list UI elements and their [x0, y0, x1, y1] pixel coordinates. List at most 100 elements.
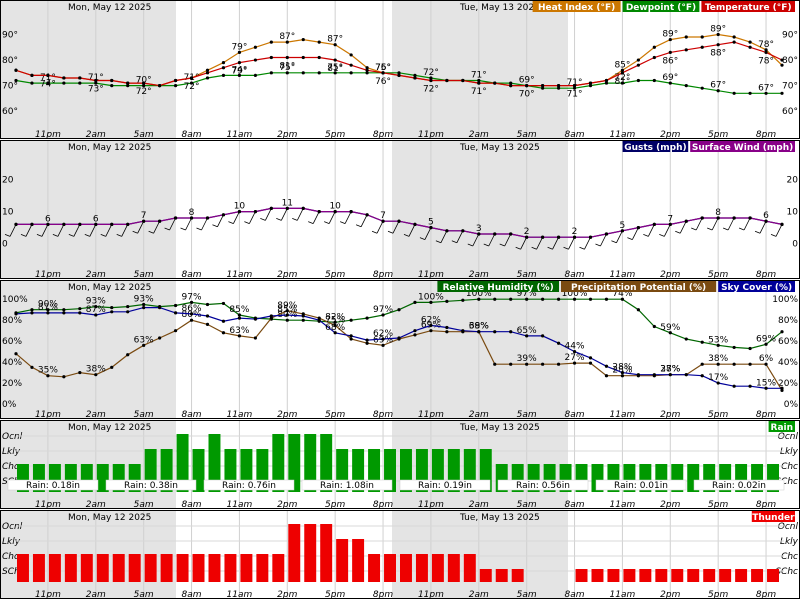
legend-swatch: [701, 1, 795, 12]
wind-barb-flag: [355, 224, 362, 228]
data-point: [477, 78, 481, 83]
legend-label: Surface Wind (mph): [692, 143, 793, 153]
data-point: [46, 73, 50, 77]
data-point: [732, 384, 736, 388]
time-tick-label: 2am: [86, 500, 106, 510]
data-label: 69°: [519, 76, 535, 86]
data-label: 71°: [567, 78, 583, 88]
data-point: [604, 297, 609, 301]
data-label: 70°: [519, 90, 535, 100]
data-point: [572, 361, 577, 365]
data-point: [142, 84, 146, 88]
data-point: [349, 334, 353, 338]
wind-barb: [520, 237, 528, 250]
wind-barb-flag: [36, 234, 43, 237]
time-tick-label: 11pm: [35, 270, 61, 280]
data-point: [285, 55, 289, 60]
bar: [96, 554, 109, 582]
data-label: 85%: [229, 305, 249, 315]
time-tick-label: 8am: [565, 500, 585, 510]
wind-barb: [280, 208, 288, 221]
y-tick-label: 0: [792, 240, 798, 250]
bar: [160, 449, 173, 492]
data-label: 75°: [375, 63, 391, 73]
data-label: 28%: [612, 363, 632, 373]
data-label: 79°: [231, 42, 247, 52]
data-point: [110, 310, 114, 314]
data-point: [142, 302, 146, 307]
data-point: [14, 352, 18, 356]
data-point: [333, 71, 337, 75]
data-point: [285, 309, 289, 313]
bar: [128, 554, 141, 582]
data-point: [237, 50, 242, 54]
data-point: [748, 40, 752, 44]
bar: [575, 464, 588, 492]
data-point: [525, 362, 529, 366]
wind-barb-flag: [292, 218, 298, 221]
bar: [320, 524, 333, 582]
data-point: [604, 81, 609, 85]
date-label: Mon, May 12 2025: [68, 283, 151, 293]
wind-barb: [360, 214, 368, 227]
time-tick-label: 8am: [565, 590, 585, 600]
data-point: [636, 63, 640, 67]
data-point: [477, 330, 481, 334]
data-point: [221, 66, 226, 70]
time-tick-label: 2pm: [660, 500, 680, 510]
bar: [192, 449, 205, 492]
data-point: [221, 73, 226, 77]
data-point: [620, 297, 625, 301]
level-label: Lkly: [2, 537, 21, 547]
wind-barb: [201, 217, 208, 231]
bar: [767, 569, 779, 582]
data-point: [189, 300, 194, 304]
bar: [495, 569, 508, 582]
data-point: [716, 43, 720, 47]
data-point: [94, 373, 98, 377]
data-point: [716, 362, 720, 366]
data-point: [700, 45, 704, 49]
data-point: [556, 84, 561, 88]
data-point: [349, 71, 353, 75]
data-point: [477, 81, 481, 85]
data-point: [94, 304, 98, 309]
time-tick-label: 11pm: [418, 590, 444, 600]
data-label: 100%: [562, 289, 588, 299]
wind-barb-flag: [595, 243, 601, 247]
time-tick-label: 5pm: [325, 590, 345, 600]
y-tick-label: 40%: [778, 358, 798, 368]
data-point: [525, 334, 529, 338]
wind-barb-flag: [116, 234, 122, 237]
data-label: 27%: [660, 365, 680, 375]
wind-barb-flag: [276, 218, 282, 221]
bar: [447, 449, 460, 492]
data-point: [301, 318, 305, 322]
data-label: 63%: [134, 335, 154, 345]
bar: [176, 554, 189, 582]
time-tick-label: 2pm: [277, 590, 297, 600]
data-label: 2: [524, 227, 530, 237]
data-point: [620, 68, 625, 72]
data-point: [652, 78, 656, 83]
data-point: [253, 336, 257, 340]
y-tick-label: 20%: [778, 379, 798, 389]
wind-barb-flag: [387, 230, 394, 234]
data-label: 6: [93, 214, 99, 224]
level-label: SChc: [2, 567, 25, 577]
bar: [32, 554, 45, 582]
data-point: [700, 86, 704, 90]
data-point: [285, 40, 289, 44]
wind-barb-flag: [659, 234, 665, 237]
data-point: [732, 91, 736, 95]
level-label: Chc: [2, 462, 19, 472]
data-point: [493, 330, 497, 334]
wind-barb: [632, 227, 639, 240]
data-point: [588, 361, 593, 365]
bar: [463, 554, 476, 582]
data-point: [588, 297, 593, 301]
data-point: [349, 318, 353, 322]
data-point: [381, 313, 385, 317]
bar: [112, 554, 125, 582]
